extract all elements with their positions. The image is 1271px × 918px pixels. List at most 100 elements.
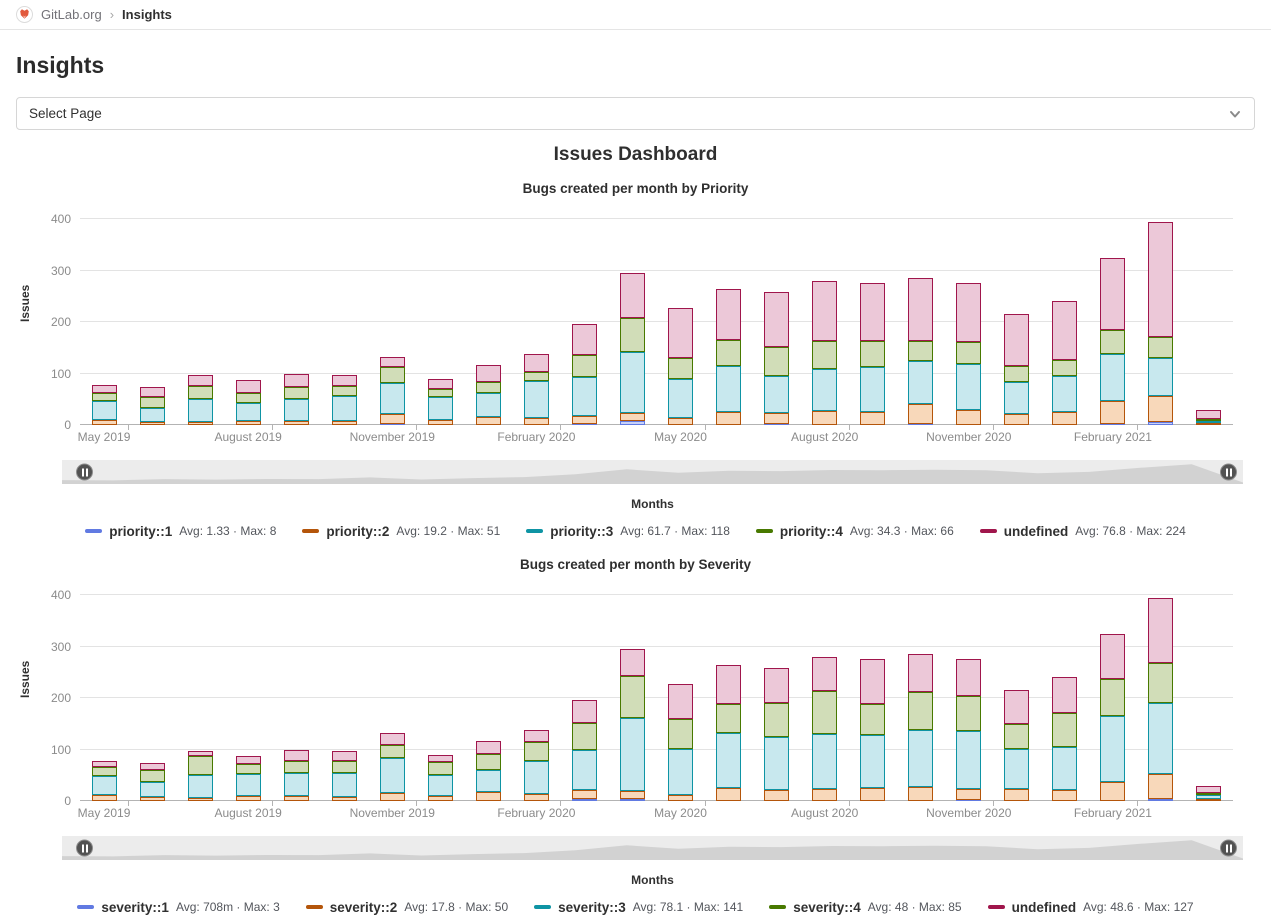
bar-segment-priority::3[interactable] xyxy=(1196,420,1222,424)
bar-segment-undefined[interactable] xyxy=(571,323,597,356)
bar-segment-severity::2[interactable] xyxy=(1100,781,1126,801)
bar-segment-priority::2[interactable] xyxy=(91,420,117,425)
bar-segment-severity::3[interactable] xyxy=(331,773,357,797)
bar-segment-severity::2[interactable] xyxy=(331,796,357,801)
bar-segment-severity::4[interactable] xyxy=(1148,663,1174,704)
bar-segment-priority::3[interactable] xyxy=(619,352,645,414)
bar-segment-severity::3[interactable] xyxy=(1196,795,1222,799)
bar-segment-severity::2[interactable] xyxy=(764,789,790,801)
bar-august-2019[interactable] xyxy=(235,595,261,801)
bar-segment-severity::4[interactable] xyxy=(379,744,405,758)
bar-segment-undefined[interactable] xyxy=(860,658,886,705)
bar-segment-priority::2[interactable] xyxy=(379,413,405,424)
bar-segment-undefined[interactable] xyxy=(908,653,934,692)
bar-segment-severity::2[interactable] xyxy=(860,788,886,801)
bar-segment-severity::4[interactable] xyxy=(523,741,549,761)
bar-segment-priority::4[interactable] xyxy=(139,396,165,408)
bar-segment-severity::2[interactable] xyxy=(571,789,597,800)
bar-segment-undefined[interactable] xyxy=(187,375,213,386)
bar-segment-undefined[interactable] xyxy=(956,283,982,342)
bar-may-2019[interactable] xyxy=(91,219,117,425)
bar-segment-priority::2[interactable] xyxy=(668,418,694,425)
bar-segment-severity::4[interactable] xyxy=(860,704,886,735)
bar-segment-priority::3[interactable] xyxy=(187,398,213,422)
legend-item-severity::2[interactable]: severity::2 Avg: 17.8 · Max: 50 xyxy=(305,900,508,915)
bar-segment-priority::3[interactable] xyxy=(523,380,549,419)
bar-segment-priority::2[interactable] xyxy=(619,413,645,421)
bar-segment-undefined[interactable] xyxy=(860,282,886,341)
bar-segment-undefined[interactable] xyxy=(91,760,117,768)
bar-segment-undefined[interactable] xyxy=(619,273,645,319)
bar-segment-severity::3[interactable] xyxy=(812,733,838,789)
bar-segment-undefined[interactable] xyxy=(1052,300,1078,361)
bar-segment-priority::4[interactable] xyxy=(91,392,117,401)
bar-segment-severity::2[interactable] xyxy=(475,791,501,801)
bar-segment-priority::4[interactable] xyxy=(1100,330,1126,355)
bar-segment-priority::4[interactable] xyxy=(1004,365,1030,383)
bar-may-2020[interactable] xyxy=(668,595,694,801)
bar-segment-severity::4[interactable] xyxy=(475,753,501,770)
bar-segment-severity::3[interactable] xyxy=(379,757,405,793)
bar-december-2020[interactable] xyxy=(1004,595,1030,801)
bar-segment-priority::2[interactable] xyxy=(812,410,838,425)
data-zoom-right-handle[interactable] xyxy=(1220,839,1237,857)
bar-segment-undefined[interactable] xyxy=(235,755,261,765)
bar-segment-severity::3[interactable] xyxy=(139,781,165,798)
bar-segment-priority::2[interactable] xyxy=(283,421,309,425)
bar-august-2019[interactable] xyxy=(235,219,261,425)
bar-segment-undefined[interactable] xyxy=(1100,257,1126,331)
bar-segment-undefined[interactable] xyxy=(668,684,694,720)
bar-segment-severity::2[interactable] xyxy=(91,794,117,801)
bar-segment-priority::4[interactable] xyxy=(812,340,838,370)
bar-segment-severity::2[interactable] xyxy=(619,790,645,800)
bar-segment-priority::3[interactable] xyxy=(812,369,838,411)
bar-segment-priority::2[interactable] xyxy=(571,416,597,424)
bar-april-2021[interactable] xyxy=(1196,595,1222,801)
bar-segment-severity::3[interactable] xyxy=(1148,703,1174,774)
bar-august-2020[interactable] xyxy=(812,219,838,425)
bar-september-2019[interactable] xyxy=(283,219,309,425)
bar-january-2021[interactable] xyxy=(1052,595,1078,801)
bar-segment-severity::3[interactable] xyxy=(860,734,886,789)
legend-item-priority::4[interactable]: priority::4 Avg: 34.3 · Max: 66 xyxy=(755,524,954,539)
breadcrumb-current-link[interactable]: Insights xyxy=(122,7,172,22)
legend-item-severity::4[interactable]: severity::4 Avg: 48 · Max: 85 xyxy=(769,900,962,915)
bar-july-2020[interactable] xyxy=(764,595,790,801)
bar-segment-priority::3[interactable] xyxy=(908,360,934,405)
bar-segment-severity::3[interactable] xyxy=(908,730,934,787)
bar-january-2020[interactable] xyxy=(475,595,501,801)
bar-segment-severity::4[interactable] xyxy=(812,690,838,734)
bar-segment-priority::4[interactable] xyxy=(379,367,405,383)
bar-segment-priority::4[interactable] xyxy=(283,387,309,400)
bar-segment-priority::4[interactable] xyxy=(619,318,645,353)
bar-segment-undefined[interactable] xyxy=(331,751,357,761)
bar-april-2020[interactable] xyxy=(619,595,645,801)
bar-segment-priority::3[interactable] xyxy=(1052,375,1078,412)
bar-segment-undefined[interactable] xyxy=(523,353,549,372)
legend-item-priority::3[interactable]: priority::3 Avg: 61.7 · Max: 118 xyxy=(526,524,730,539)
bar-segment-priority::2[interactable] xyxy=(1148,396,1174,423)
bar-segment-severity::2[interactable] xyxy=(427,796,453,801)
bar-may-2019[interactable] xyxy=(91,595,117,801)
bar-segment-undefined[interactable] xyxy=(523,729,549,742)
bar-april-2021[interactable] xyxy=(1196,219,1222,425)
bar-october-2020[interactable] xyxy=(908,595,934,801)
bar-may-2020[interactable] xyxy=(668,219,694,425)
legend-item-priority::1[interactable]: priority::1 Avg: 1.33 · Max: 8 xyxy=(85,524,276,539)
bar-segment-priority::4[interactable] xyxy=(235,393,261,403)
bar-segment-priority::2[interactable] xyxy=(427,419,453,425)
bar-segment-severity::2[interactable] xyxy=(1196,798,1222,801)
bar-segment-priority::2[interactable] xyxy=(908,404,934,424)
bar-segment-severity::2[interactable] xyxy=(908,786,934,801)
bar-segment-severity::3[interactable] xyxy=(523,760,549,794)
bar-segment-priority::4[interactable] xyxy=(427,388,453,397)
bar-february-2021[interactable] xyxy=(1100,219,1126,425)
bar-july-2019[interactable] xyxy=(187,219,213,425)
bar-segment-undefined[interactable] xyxy=(1100,633,1126,680)
bar-segment-severity::4[interactable] xyxy=(908,691,934,731)
bar-segment-priority::3[interactable] xyxy=(379,382,405,414)
bar-segment-undefined[interactable] xyxy=(716,288,742,341)
bar-segment-priority::3[interactable] xyxy=(1004,382,1030,414)
bar-august-2020[interactable] xyxy=(812,595,838,801)
bar-segment-severity::1[interactable] xyxy=(619,799,645,801)
